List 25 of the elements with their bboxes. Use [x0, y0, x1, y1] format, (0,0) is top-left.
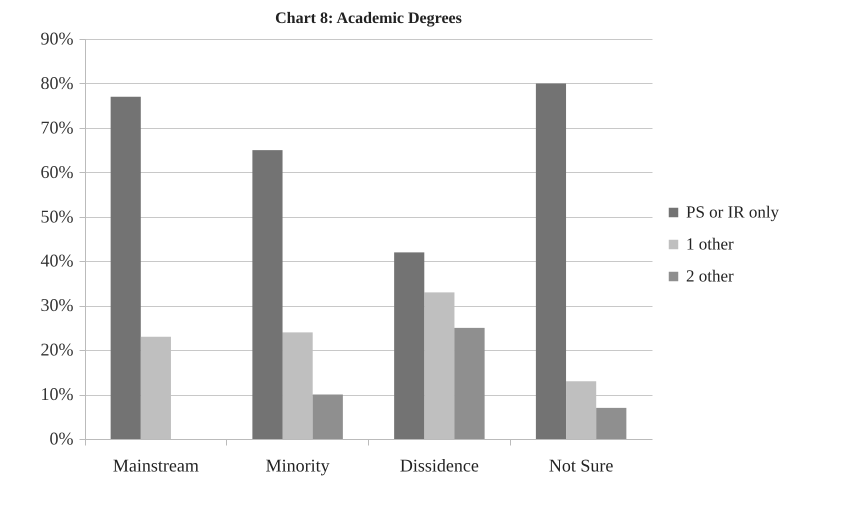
bar — [252, 150, 283, 439]
bar — [454, 328, 485, 439]
x-tick-label: Not Sure — [548, 456, 614, 476]
x-tick-label: Mainstream — [112, 456, 199, 476]
y-tick-label: 30% — [40, 295, 74, 316]
y-tick-label: 40% — [40, 250, 74, 271]
legend-label: 2 other — [686, 266, 734, 286]
y-tick-label: 20% — [40, 340, 74, 360]
legend-label: 1 other — [686, 234, 734, 254]
bar — [536, 83, 566, 439]
legend-label: PS or IR only — [686, 202, 780, 222]
y-tick-label: 10% — [40, 384, 74, 404]
chart-title: Chart 8: Academic Degrees — [275, 10, 462, 27]
y-tick-label: 80% — [40, 72, 74, 93]
y-tick-label: 60% — [40, 162, 74, 182]
bar — [312, 394, 343, 439]
x-tick-label: Minority — [266, 456, 330, 476]
y-tick-label: 50% — [40, 206, 74, 226]
bar — [596, 408, 626, 439]
y-tick-label: 0% — [50, 428, 74, 448]
bar — [110, 96, 141, 439]
x-tick-label: Dissidence — [400, 456, 479, 476]
bar — [394, 252, 424, 439]
y-tick-label: 90% — [40, 28, 74, 48]
y-tick-label: 70% — [40, 117, 74, 138]
